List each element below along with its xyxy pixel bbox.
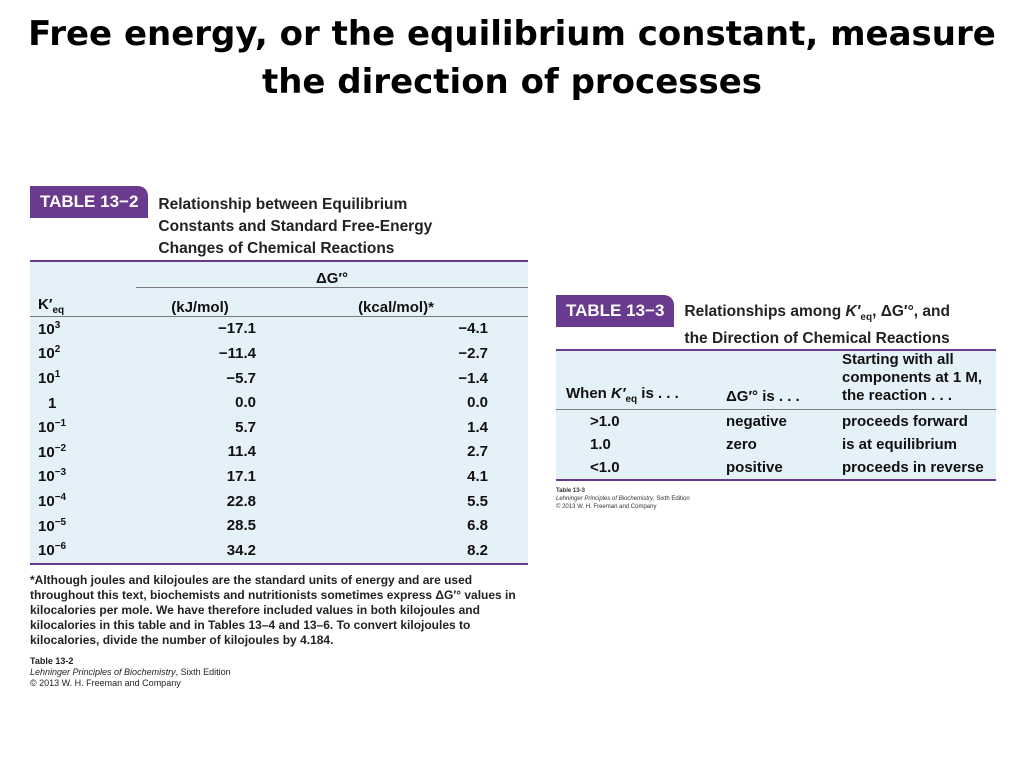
slide-title: Free energy, or the equilibrium constant… (28, 14, 996, 102)
table-row: <1.0 positive proceeds in reverse (590, 459, 984, 477)
table-13-2-body: ΔG′° K′eq (kJ/mol) (kcal/mol)* 103 −17.1… (30, 262, 528, 563)
kj-column-header: (kJ/mol) (136, 287, 264, 317)
table-row: 103 −17.1 −4.1 (38, 319, 488, 338)
table-row: 10−5 28.5 6.8 (38, 516, 488, 535)
table-row: 101 −5.7 −1.4 (38, 369, 488, 388)
credit-label: Table 13-3 (556, 488, 585, 495)
reaction-column-header: Starting with all components at 1 M, the… (842, 351, 996, 411)
table-13-2-bottom-rule (30, 562, 528, 565)
caption-line: Constants and Standard Free-Energy (158, 218, 433, 235)
table-13-2-credit: Table 13-2 Lehninger Principles of Bioch… (30, 656, 528, 689)
table-13-2: TABLE 13−2 Relationship between Equilibr… (30, 186, 528, 689)
credit-source: Lehninger Principles of Biochemistry, Si… (556, 496, 690, 503)
table-row: 10−2 11.4 2.7 (38, 442, 488, 461)
table-row: 1.0 zero is at equilibrium (590, 436, 958, 454)
table-13-3-body: When K′eq is . . . ΔG′° is . . . Startin… (556, 351, 996, 480)
kcal-column-header: (kcal/mol)* (264, 287, 528, 317)
table-row: 102 −11.4 −2.7 (38, 344, 488, 363)
table-row: 10−4 22.8 5.5 (38, 492, 488, 511)
keq-column-header: K′eq (30, 287, 136, 317)
table-13-2-header: TABLE 13−2 Relationship between Equilibr… (30, 186, 528, 260)
caption-line: Changes of Chemical Reactions (158, 240, 395, 257)
table-13-3-credit: Table 13-3 Lehninger Principles of Bioch… (556, 487, 996, 511)
table-row: 10−1 5.7 1.4 (38, 418, 488, 437)
caption-line: the Direction of Chemical Reactions (684, 330, 950, 348)
table-13-2-caption: Relationship between Equilibrium Constan… (148, 186, 432, 260)
delta-g-column-header: ΔG′° is . . . (726, 351, 842, 411)
credit-copyright: © 2013 W. H. Freeman and Company (556, 504, 657, 511)
when-keq-column-header: When K′eq is . . . (556, 351, 726, 411)
table-13-2-top-rule (30, 260, 528, 262)
credit-copyright: © 2013 W. H. Freeman and Company (30, 677, 181, 688)
table-13-3-bottom-rule (556, 479, 996, 482)
table-row: 10−3 17.1 4.1 (38, 467, 488, 486)
caption-line: Relationships among K′eq, ΔG′°, and (684, 303, 950, 324)
table-row: >1.0 negative proceeds forward (590, 413, 968, 431)
table-13-3-header: TABLE 13−3 Relationships among K′eq, ΔG′… (556, 295, 996, 349)
table-13-2-grid: ΔG′° K′eq (kJ/mol) (kcal/mol)* 103 −17.1… (30, 262, 528, 563)
table-13-3: TABLE 13−3 Relationships among K′eq, ΔG′… (556, 295, 996, 511)
credit-source: Lehninger Principles of Biochemistry, Si… (30, 666, 231, 677)
table-13-3-badge: TABLE 13−3 (556, 295, 675, 327)
credit-label: Table 13-2 (30, 655, 74, 666)
table-row: 1 0.0 0.0 (48, 394, 488, 412)
caption-line: Relationship between Equilibrium (158, 196, 408, 213)
table-13-2-badge: TABLE 13−2 (30, 186, 149, 218)
table-13-3-caption: Relationships among K′eq, ΔG′°, and the … (674, 295, 950, 349)
table-row: 10−6 34.2 8.2 (38, 541, 488, 560)
table-13-3-grid: When K′eq is . . . ΔG′° is . . . Startin… (556, 351, 996, 479)
delta-g-group-header: ΔG′° (136, 262, 528, 288)
table-13-3-top-rule (556, 349, 996, 352)
table-13-2-footnote: *Although joules and kilojoules are the … (30, 572, 516, 647)
